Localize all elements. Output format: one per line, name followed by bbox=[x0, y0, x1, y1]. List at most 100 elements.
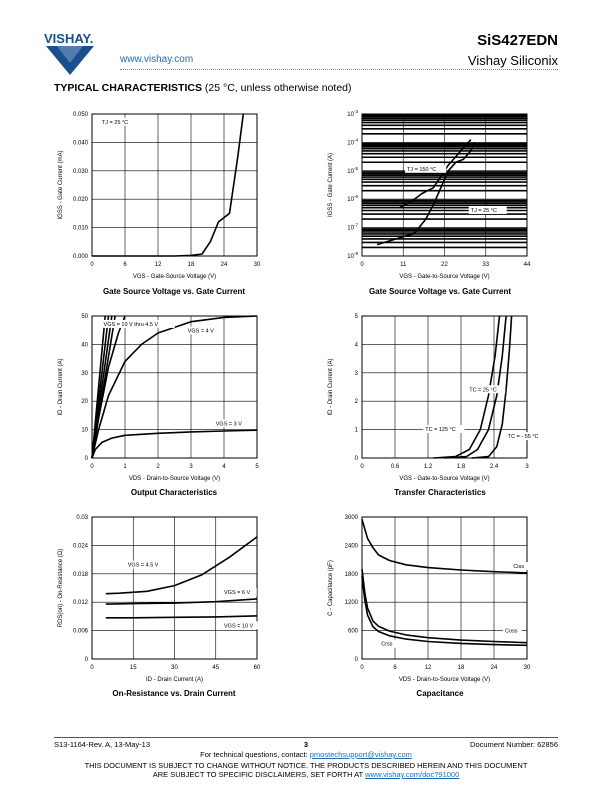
y-tick-label: 4 bbox=[355, 342, 359, 348]
x-tick-label: 12 bbox=[425, 665, 432, 671]
caption-output-characteristics: Output Characteristics bbox=[130, 488, 218, 497]
y-tick-label: 10 bbox=[81, 428, 88, 434]
x-axis-label: VDS - Drain-to-Source Voltage (V) bbox=[129, 476, 220, 482]
contact-email-link[interactable]: pmostechsupport@vishay.com bbox=[309, 750, 412, 759]
x-tick-label: 1.2 bbox=[424, 464, 433, 470]
caption-on-resistance: On-Resistance vs. Drain Current bbox=[112, 689, 236, 698]
x-tick-label: 5 bbox=[255, 464, 259, 470]
x-tick-label: 4 bbox=[222, 464, 226, 470]
y-tick-label: 20 bbox=[81, 399, 88, 405]
y-tick-label: 0 bbox=[355, 657, 359, 663]
x-axis-label: VDS - Drain-to-Source Voltage (V) bbox=[399, 677, 490, 683]
y-tick-label: 10-3 bbox=[347, 109, 358, 118]
y-tick-label: 10-7 bbox=[347, 223, 358, 232]
y-tick-label: 1200 bbox=[345, 600, 359, 606]
y-axis-label: IGSS - Gate Current (A) bbox=[328, 153, 334, 217]
x-tick-label: 0 bbox=[90, 262, 94, 268]
y-tick-label: 0.020 bbox=[73, 197, 89, 203]
contact-line: For technical questions, contact: pmoste… bbox=[0, 750, 612, 759]
x-tick-label: 15 bbox=[130, 665, 137, 671]
x-tick-label: 2 bbox=[156, 464, 160, 470]
annotation-background bbox=[185, 326, 221, 335]
y-tick-label: 0.018 bbox=[73, 572, 89, 578]
annotation-background bbox=[222, 588, 257, 597]
annotation-background bbox=[101, 319, 175, 328]
series-line-1 bbox=[376, 142, 476, 246]
disclaimer-prefix: ARE SUBJECT TO SPECIFIC DISCLAIMERS, SET… bbox=[152, 770, 366, 779]
annotation-background bbox=[423, 425, 465, 434]
annotation-label: VGS = 4 V bbox=[188, 328, 214, 334]
plot-frame bbox=[91, 516, 258, 660]
y-tick-label: 40 bbox=[81, 342, 88, 348]
x-axis-label: VGS - Gate-to-Source Voltage (V) bbox=[399, 476, 489, 482]
annotation-background bbox=[503, 626, 522, 635]
x-tick-label: 0.6 bbox=[391, 464, 400, 470]
chart-on-resistance: 0 15 30 45 60 0 0.006 0.012 0.018 0.024 0.03 VGS = … bbox=[58, 515, 261, 683]
x-tick-label: 1.8 bbox=[457, 464, 466, 470]
annotation-label: TJ = 150 °C bbox=[407, 167, 436, 173]
y-tick-label: 10-4 bbox=[347, 137, 358, 146]
x-tick-label: 2.4 bbox=[490, 464, 499, 470]
x-tick-label: 18 bbox=[458, 665, 465, 671]
y-axis-label: IGSS - Gate Current (mA) bbox=[58, 150, 64, 219]
y-tick-label: 3000 bbox=[345, 515, 359, 521]
y-tick-label: 10-5 bbox=[347, 166, 358, 175]
plot-frame bbox=[361, 113, 528, 257]
chart-gate-current-linear: 0 6 12 18 24 30 0.000 0.010 0.020 0.030 0.040 0.050… bbox=[58, 112, 261, 280]
annotation-background bbox=[213, 419, 249, 428]
y-tick-label: 5 bbox=[355, 314, 359, 320]
annotation-background bbox=[468, 205, 507, 214]
series-line-2 bbox=[361, 576, 528, 647]
annotation-background bbox=[379, 639, 399, 648]
annotation-label: TJ = 25 °C bbox=[102, 120, 128, 126]
plot-frame bbox=[91, 113, 258, 257]
annotation-background bbox=[511, 562, 531, 571]
x-tick-label: 33 bbox=[482, 262, 489, 268]
y-tick-label: 0.012 bbox=[73, 600, 89, 606]
y-tick-label: 2 bbox=[355, 399, 359, 405]
y-tick-label: 0.040 bbox=[73, 140, 89, 146]
annotation-background bbox=[405, 164, 447, 173]
y-tick-label: 600 bbox=[348, 629, 359, 635]
y-tick-label: 0.03 bbox=[76, 515, 88, 521]
section-heading: TYPICAL CHARACTERISTICS (25 °C, unless o… bbox=[54, 82, 352, 94]
caption-transfer-characteristics: Transfer Characteristics bbox=[394, 488, 486, 497]
x-tick-label: 30 bbox=[171, 665, 178, 671]
annotation-label: VGS = 3 V bbox=[216, 421, 242, 427]
chart-capacitance: 0 6 12 18 24 30 0 600 1200 1800 2400 3000 Ciss Coss Cr… bbox=[328, 515, 531, 683]
website-link[interactable]: www.vishay.com bbox=[120, 54, 194, 65]
contact-prefix: For technical questions, contact: bbox=[200, 750, 310, 759]
plot-frame bbox=[91, 315, 258, 459]
x-tick-label: 44 bbox=[524, 262, 531, 268]
y-tick-label: 10-6 bbox=[347, 194, 358, 203]
caption-capacitance: Capacitance bbox=[416, 689, 464, 698]
x-tick-label: 11 bbox=[400, 262, 407, 268]
x-tick-label: 45 bbox=[212, 665, 219, 671]
x-tick-label: 24 bbox=[221, 262, 228, 268]
disclaimer-link[interactable]: www.vishay.com/doc?91000 bbox=[365, 770, 460, 779]
x-tick-label: 30 bbox=[254, 262, 261, 268]
x-tick-label: 0 bbox=[360, 665, 364, 671]
x-tick-label: 24 bbox=[491, 665, 498, 671]
annotation-label: VGS = 10 V bbox=[224, 623, 254, 629]
x-tick-label: 22 bbox=[441, 262, 448, 268]
caption-gate-current-log: Gate Source Voltage vs. Gate Current bbox=[368, 287, 512, 296]
y-tick-label: 0 bbox=[85, 456, 89, 462]
series-line-0 bbox=[399, 139, 472, 209]
y-tick-label: 0.024 bbox=[73, 543, 89, 549]
series-line-2 bbox=[105, 615, 258, 619]
y-axis-label: RDS(on) - On-Resistance (Ω) bbox=[58, 549, 64, 628]
y-tick-label: 3 bbox=[355, 371, 359, 377]
y-tick-label: 30 bbox=[81, 371, 88, 377]
series-line-2 bbox=[471, 315, 513, 459]
series-line-0 bbox=[92, 113, 245, 257]
annotation-background bbox=[222, 621, 260, 630]
y-axis-label: ID - Drain Current (A) bbox=[328, 358, 334, 415]
chart-gate-current-log: 0 11 22 33 44 10-8 10-7 10-6 10-5 10-4 10-3 TJ = 15… bbox=[328, 109, 531, 280]
annotation-label: TC = 25 °C bbox=[469, 387, 496, 393]
y-axis-label: ID - Drain Current (A) bbox=[58, 358, 64, 415]
x-axis-label: VGS - Gate-Source Voltage (V) bbox=[133, 274, 216, 280]
annotation-label: VGS = 4.5 V bbox=[128, 563, 159, 569]
x-tick-label: 0 bbox=[360, 262, 364, 268]
